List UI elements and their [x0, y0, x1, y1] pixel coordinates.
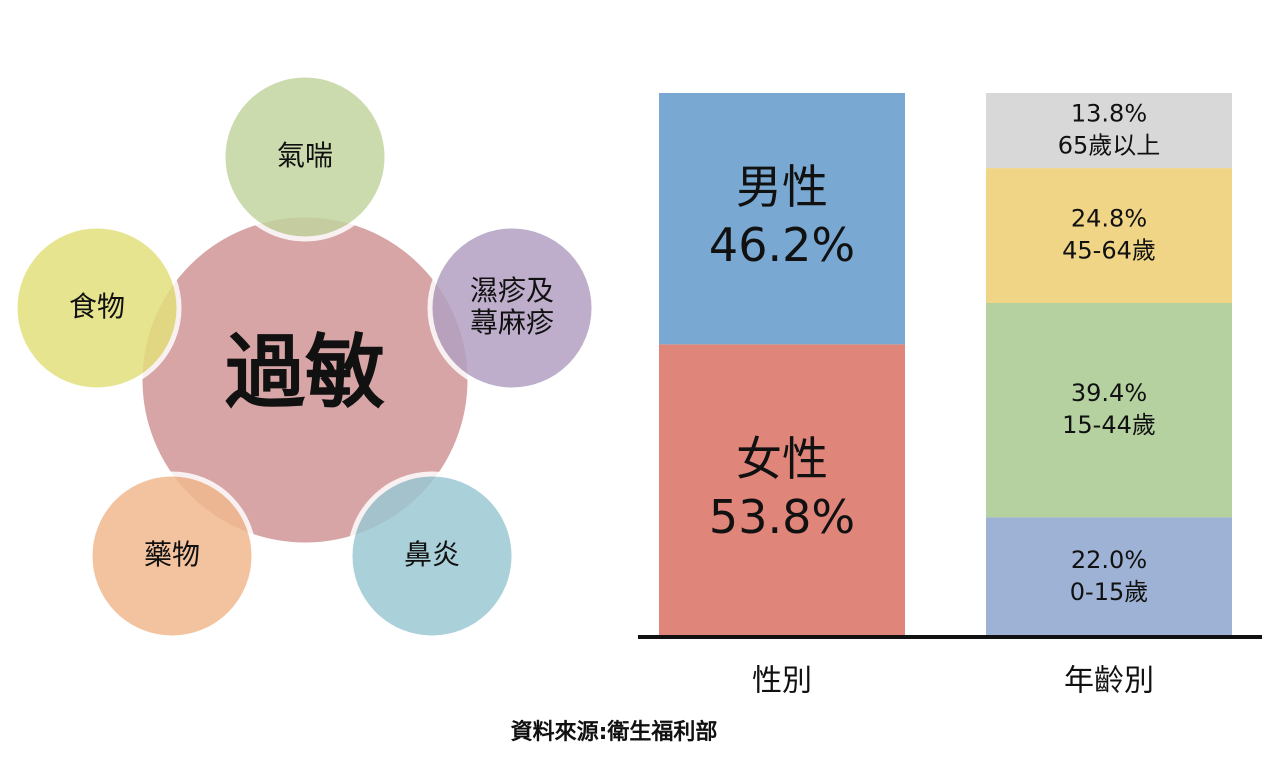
- x-tick-label: 年齡別: [1064, 664, 1154, 699]
- node-label: 鼻炎: [404, 538, 460, 571]
- segment-name: 65歲以上: [1058, 132, 1161, 160]
- node-circle: [12, 223, 182, 393]
- segment-name: 女性: [736, 432, 828, 486]
- bar-segment: [659, 93, 905, 345]
- node-label: 濕疹及: [470, 274, 554, 307]
- node-label: 蕁麻疹: [470, 306, 554, 339]
- bar-segment: [986, 302, 1232, 518]
- segment-name: 男性: [736, 160, 828, 214]
- segment-value-label: 24.8%: [1071, 205, 1147, 233]
- segment-value-label: 46.2%: [709, 218, 855, 272]
- segment-value-label: 39.4%: [1071, 379, 1147, 407]
- segment-name: 0-15歲: [1070, 578, 1148, 606]
- segment-value-label: 53.8%: [709, 490, 855, 544]
- node-circle: [87, 471, 257, 641]
- segment-name: 45-64歲: [1062, 237, 1156, 265]
- node-label: 藥物: [144, 538, 200, 571]
- center-label: 過敏: [225, 326, 385, 419]
- bar-segment: [659, 344, 905, 637]
- segment-name: 15-44歲: [1062, 411, 1156, 439]
- segment-value-label: 22.0%: [1071, 546, 1147, 574]
- bar-segment: [986, 93, 1232, 169]
- source: 資料來源:衛生福利部: [511, 719, 718, 745]
- segment-value-label: 13.8%: [1071, 100, 1147, 128]
- node-label: 氣喘: [277, 139, 333, 172]
- node-label: 食物: [69, 290, 125, 323]
- node-circle: [347, 471, 517, 641]
- bar-segment: [986, 517, 1232, 637]
- x-tick-label: 性別: [752, 664, 812, 699]
- node-circle: [220, 72, 390, 242]
- bar-segment: [986, 168, 1232, 303]
- node-circle: [427, 223, 597, 393]
